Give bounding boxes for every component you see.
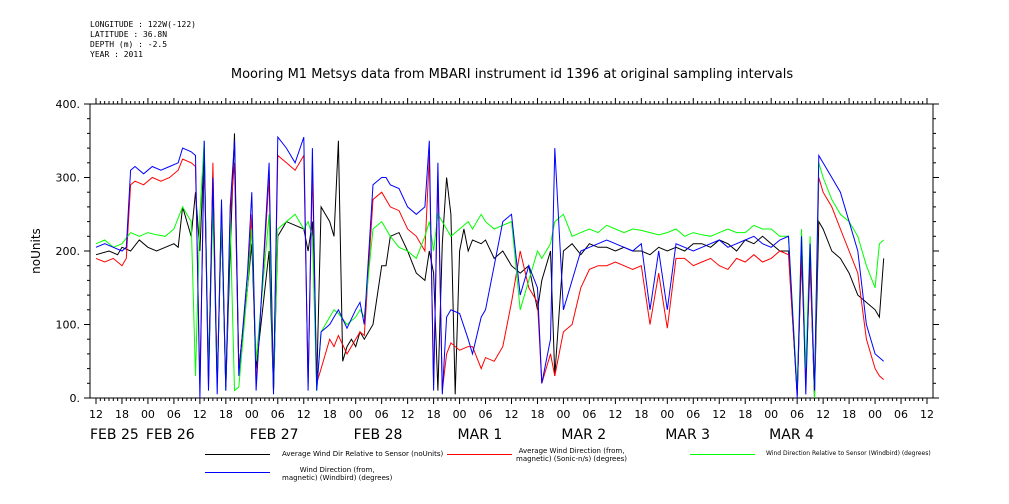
x-tick-label: 00 (453, 408, 467, 421)
x-tick-label: 06 (894, 408, 908, 421)
x-tick-label: 06 (582, 408, 596, 421)
metadata-block: LONGITUDE : 122W(-122) LATITUDE : 36.8N … (90, 20, 196, 60)
x-tick-label: 00 (245, 408, 259, 421)
day-label: FEB 25 (90, 427, 139, 443)
x-tick-label: 18 (634, 408, 648, 421)
x-tick-label: 12 (505, 408, 519, 421)
y-tick-label: 100. (56, 319, 81, 332)
x-tick-label: 12 (608, 408, 622, 421)
y-tick-label: 200. (56, 245, 81, 258)
x-tick-label: 18 (427, 408, 441, 421)
x-tick-label: 12 (89, 408, 103, 421)
series-line-3 (95, 135, 885, 399)
y-tick-label: 400. (56, 98, 81, 111)
y-tick-label: 0. (70, 392, 81, 405)
x-tick-label: 00 (349, 408, 363, 421)
y-tick-label: 300. (56, 172, 81, 185)
x-tick-label: 00 (764, 408, 778, 421)
x-tick-label: 12 (920, 408, 934, 421)
legend-swatch-red (447, 454, 512, 455)
legend-label-blue: Wind Direction (from, magnetic) (Windbir… (282, 466, 393, 482)
x-tick-label: 12 (401, 408, 415, 421)
x-tick-label: 18 (738, 408, 752, 421)
x-tick-label: 18 (842, 408, 856, 421)
day-label: MAR 2 (561, 427, 606, 443)
day-label: MAR 3 (665, 427, 710, 443)
x-tick-label: 00 (660, 408, 674, 421)
legend-swatch-black (205, 454, 270, 455)
x-tick-label: 00 (868, 408, 882, 421)
x-tick-label: 12 (193, 408, 207, 421)
x-tick-label: 06 (479, 408, 493, 421)
x-tick-label: 18 (115, 408, 129, 421)
x-tick-label: 00 (141, 408, 155, 421)
x-tick-label: 00 (556, 408, 570, 421)
day-label: MAR 4 (769, 427, 814, 443)
x-tick-label: 06 (686, 408, 700, 421)
legend-swatch-blue (205, 472, 270, 473)
x-tick-label: 06 (271, 408, 285, 421)
x-tick-label: 18 (323, 408, 337, 421)
x-tick-label: 18 (219, 408, 233, 421)
legend-label-green: Wind Direction Relative to Sensor (Windb… (766, 450, 931, 457)
x-tick-label: 12 (712, 408, 726, 421)
day-label: MAR 1 (458, 427, 503, 443)
longitude-label: LONGITUDE : 122W(-122) (90, 20, 196, 29)
x-tick-label: 06 (375, 408, 389, 421)
legend-label-red: Average Wind Direction (from, magnetic) … (516, 447, 628, 463)
depth-label: DEPTH (m) : -2.5 (90, 40, 168, 49)
x-tick-label: 12 (816, 408, 830, 421)
latitude-label: LATITUDE : 36.8N (90, 30, 168, 39)
year-label: YEAR : 2011 (90, 50, 143, 59)
legend-swatch-green (690, 454, 755, 455)
legend-label-black: Average Wind Dir Relative to Sensor (noU… (282, 450, 444, 458)
x-tick-label: 12 (297, 408, 311, 421)
day-label: FEB 28 (354, 427, 403, 443)
x-tick-label: 06 (790, 408, 804, 421)
x-tick-label: 06 (167, 408, 181, 421)
y-axis-label: noUnits (29, 228, 43, 274)
x-tick-label: 18 (530, 408, 544, 421)
chart-title: Mooring M1 Metsys data from MBARI instru… (230, 67, 794, 82)
day-label: FEB 27 (250, 427, 299, 443)
day-label: FEB 26 (146, 427, 195, 443)
